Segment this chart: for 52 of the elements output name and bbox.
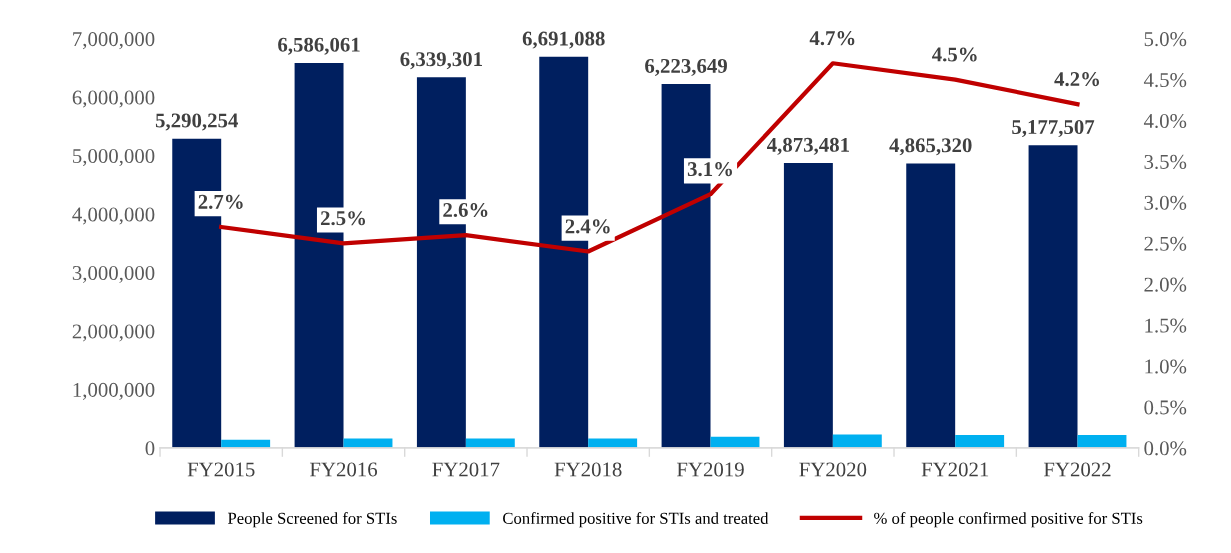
y2-tick-label: 0.5% bbox=[1144, 400, 1187, 415]
x-tick-label: FY2022 bbox=[1043, 462, 1111, 477]
y-tick-label: 6,000,000 bbox=[72, 90, 155, 108]
y2-tick-label: 3.0% bbox=[1144, 195, 1187, 210]
data-label: 5,177,507 bbox=[1012, 120, 1095, 138]
data-label: 6,586,061 bbox=[278, 37, 360, 55]
data-label: 4.7% bbox=[809, 31, 855, 46]
x-tick-label: FY2018 bbox=[554, 462, 622, 477]
bar bbox=[783, 163, 833, 448]
data-label: 3.1% bbox=[687, 162, 732, 177]
x-tick-label: FY2019 bbox=[676, 462, 744, 477]
data-label: 6,339,301 bbox=[400, 52, 482, 70]
bar bbox=[1077, 435, 1127, 448]
data-label: 4.5% bbox=[932, 47, 977, 62]
y2-tick-label: 2.0% bbox=[1144, 277, 1187, 292]
y2-tick-label: 1.5% bbox=[1145, 318, 1187, 333]
legend-label: % of people confirmed positive for STIs bbox=[874, 512, 1143, 528]
x-tick-label: FY2017 bbox=[432, 462, 500, 477]
data-label: 2.5% bbox=[320, 211, 366, 226]
y-tick-label: 7,000,000 bbox=[73, 32, 155, 50]
y2-tick-label: 0.0% bbox=[1144, 441, 1187, 456]
data-label: 2.6% bbox=[443, 202, 488, 218]
legend-label: Confirmed positive for STIs and treated bbox=[503, 512, 769, 528]
data-label: 4.2% bbox=[1054, 72, 1099, 87]
data-label: 2.4% bbox=[565, 219, 610, 234]
y2-tick-label: 2.5% bbox=[1144, 236, 1187, 251]
x-tick-label: FY2016 bbox=[309, 462, 378, 477]
y-tick-label: 0 bbox=[145, 441, 155, 456]
data-label: 4,865,320 bbox=[889, 138, 972, 156]
y2-tick-label: 5.0% bbox=[1144, 32, 1187, 47]
bar bbox=[906, 163, 956, 448]
y2-tick-label: 3.5% bbox=[1144, 154, 1187, 169]
y-tick-label: 1,000,000 bbox=[73, 382, 155, 400]
y2-tick-label: 1.0% bbox=[1145, 359, 1187, 374]
data-label: 6,691,088 bbox=[522, 31, 605, 49]
data-label: 6,223,649 bbox=[645, 58, 727, 76]
y-tick-label: 2,000,000 bbox=[72, 324, 155, 342]
data-label: 5,290,254 bbox=[155, 113, 239, 131]
legend-label: People Screened for STIs bbox=[227, 512, 397, 528]
y2-tick-label: 4.0% bbox=[1143, 113, 1187, 129]
data-label: 4,873,481 bbox=[767, 137, 849, 155]
y2-tick-label: 4.5% bbox=[1143, 73, 1187, 88]
bar bbox=[955, 435, 1005, 448]
x-tick-label: FY2015 bbox=[187, 462, 255, 477]
y-tick-label: 3,000,000 bbox=[72, 265, 155, 283]
x-tick-label: FY2021 bbox=[921, 462, 989, 477]
bar bbox=[832, 434, 882, 448]
y-tick-label: 4,000,000 bbox=[72, 207, 155, 225]
x-tick-label: FY2020 bbox=[799, 462, 867, 477]
y-tick-label: 5,000,000 bbox=[73, 149, 155, 167]
bar bbox=[1028, 145, 1078, 448]
data-label: 2.7% bbox=[198, 194, 243, 209]
